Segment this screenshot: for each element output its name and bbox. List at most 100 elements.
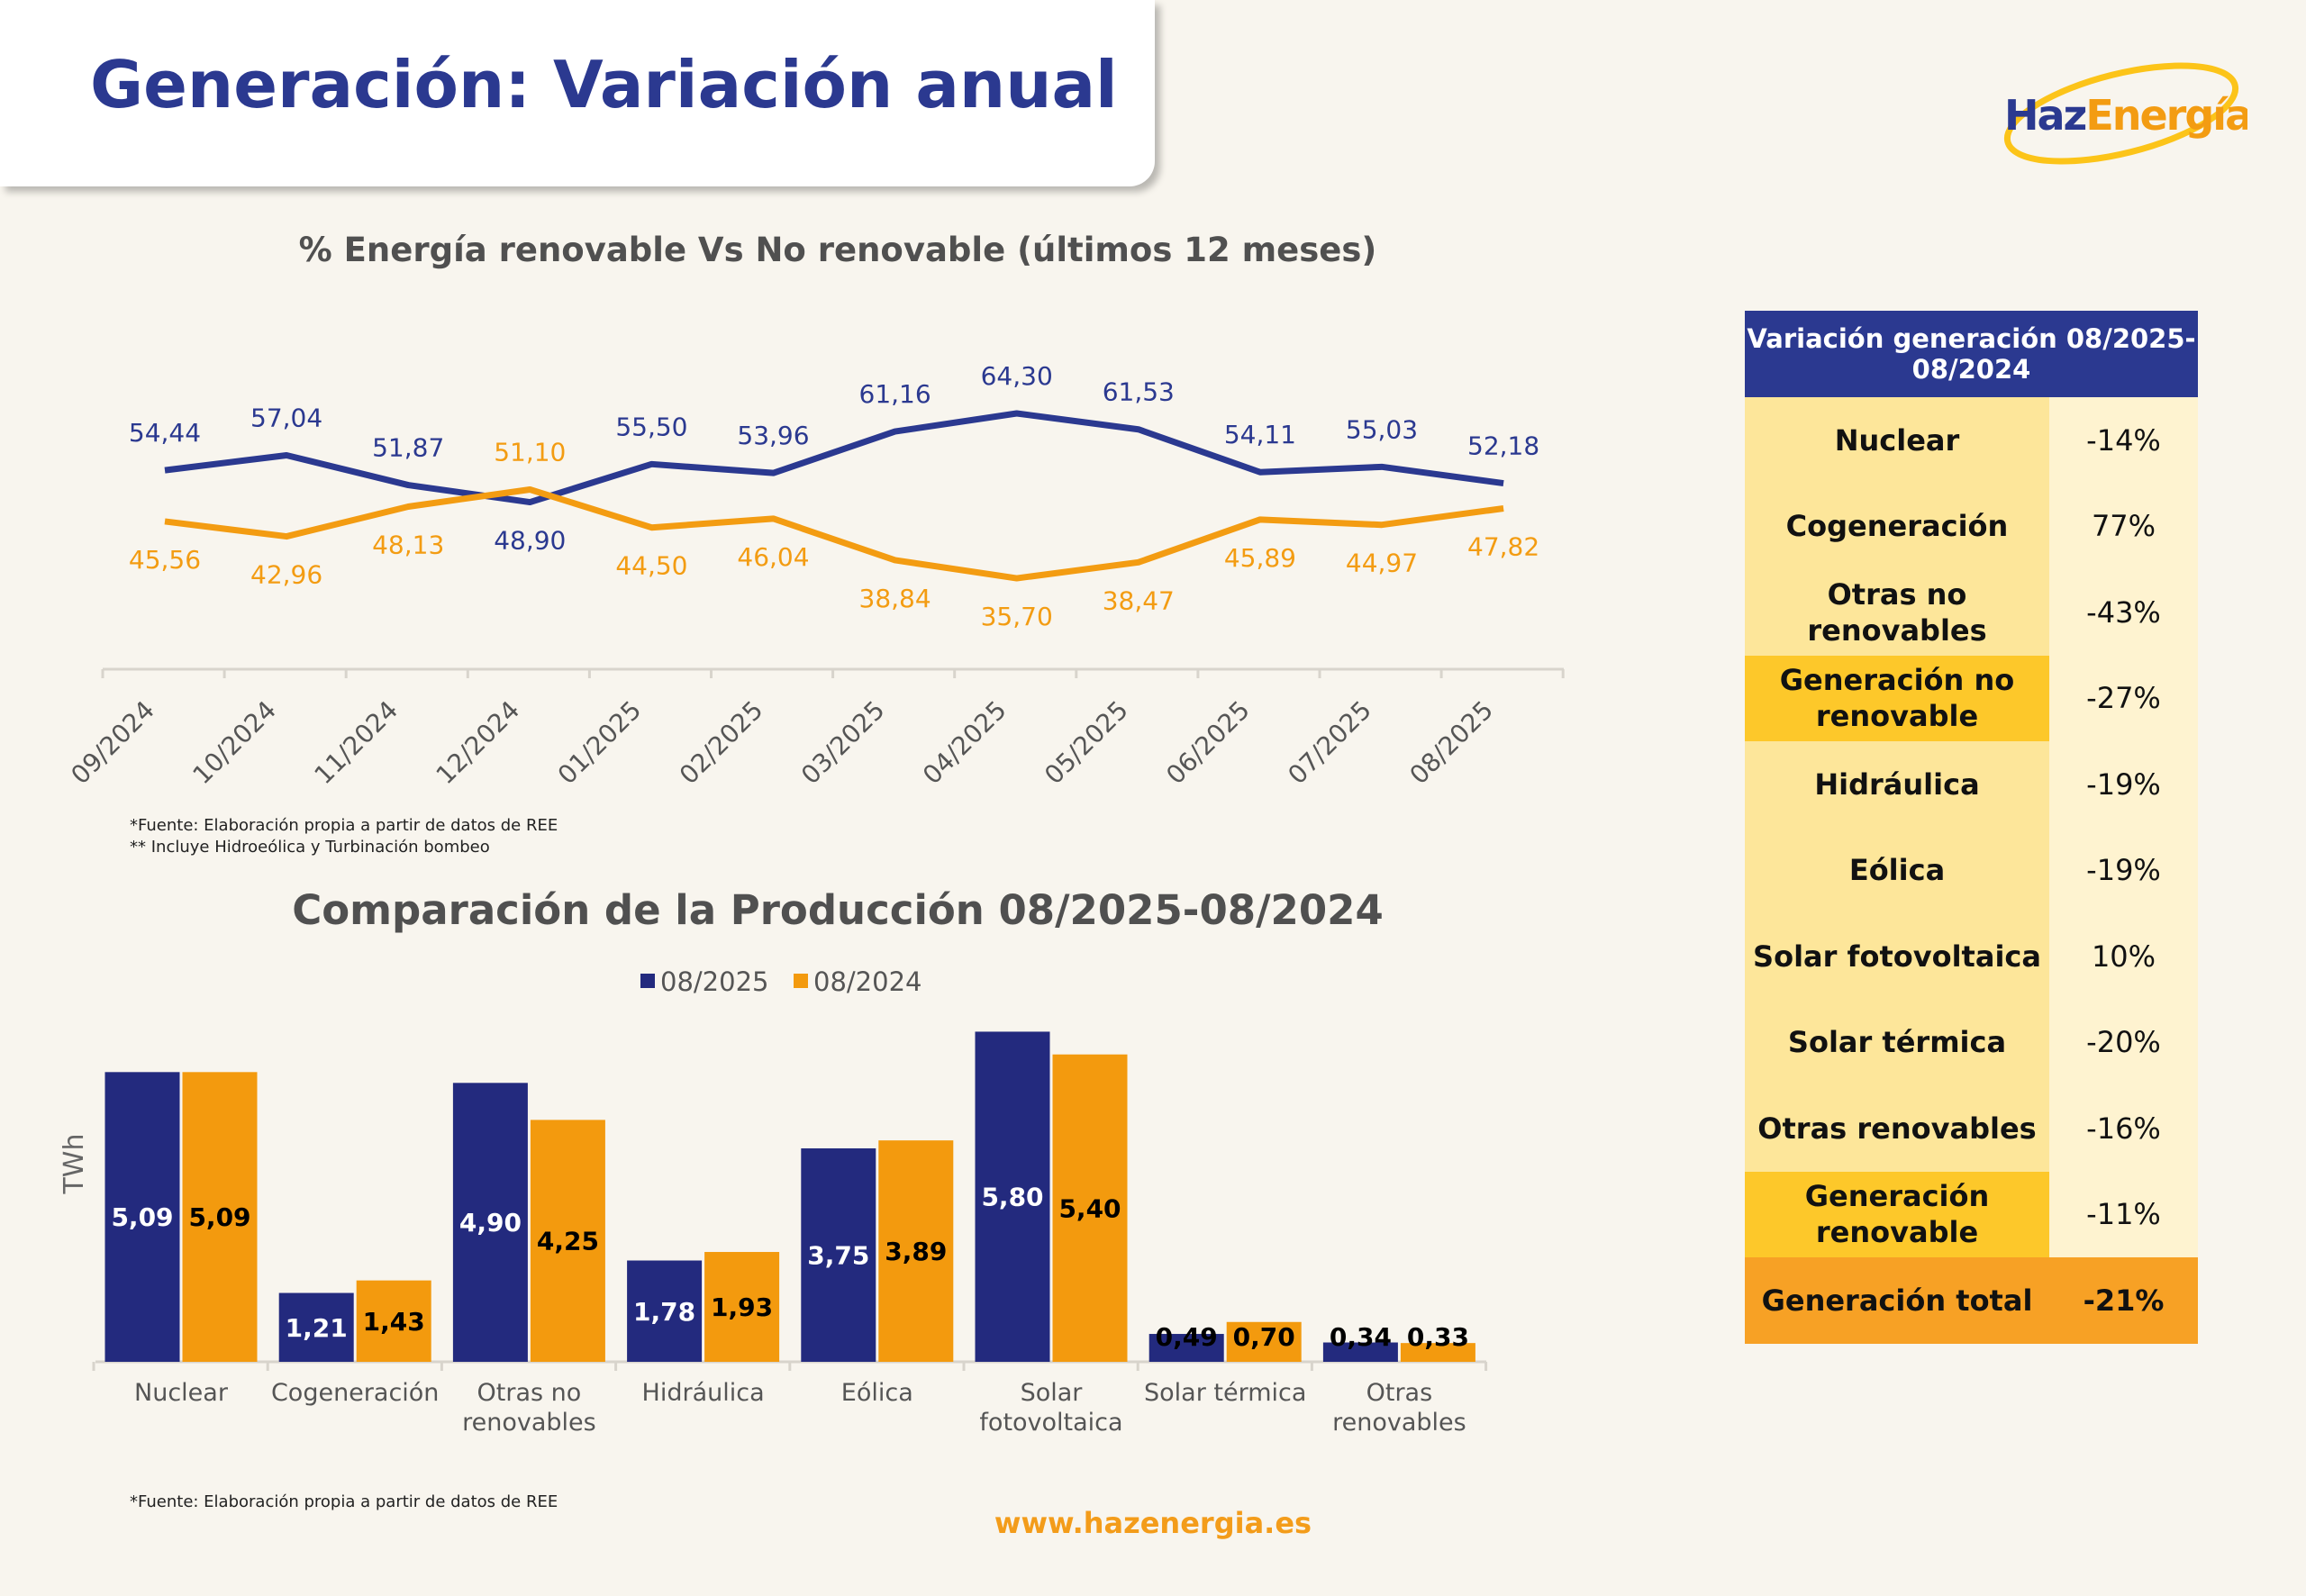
table-row-value: -14% — [2049, 397, 2198, 484]
bar-category-label: Cogeneración — [271, 1379, 439, 1407]
line-chart-title: % Energía renovable Vs No renovable (últ… — [298, 231, 1377, 269]
table-row: Hidráulica -19% — [1745, 741, 2198, 828]
table-row-label: Otras no renovables — [1745, 569, 2049, 656]
line-data-label: 44,97 — [1346, 549, 1418, 578]
bar-08-2024 — [530, 1120, 605, 1362]
table-row: Eólica -19% — [1745, 827, 2198, 913]
title-card: Generación: Variación anual — [0, 0, 1155, 186]
line-x-tick-label: 03/2025 — [795, 695, 891, 791]
table-row: Generación no renovable -27% — [1745, 655, 2198, 741]
bar-08-2025 — [1148, 1334, 1224, 1362]
table-row-value: 77% — [2049, 483, 2198, 569]
line-x-tick-label: 09/2024 — [65, 695, 160, 791]
line-x-tick-label: 07/2025 — [1282, 695, 1377, 791]
bar-08-2024 — [878, 1140, 954, 1362]
bar-chart-title: Comparación de la Producción 08/2025-08/… — [292, 886, 1384, 934]
bar-category-label: Nuclear — [134, 1379, 229, 1407]
line-data-label: 45,56 — [129, 545, 201, 575]
page-title: Generación: Variación anual — [90, 47, 1118, 122]
table-row-label: Nuclear — [1745, 397, 2049, 484]
bar-value-label: 0,70 — [1233, 1322, 1295, 1352]
line-data-label: 45,89 — [1224, 543, 1296, 573]
line-data-label: 46,04 — [737, 542, 809, 572]
table-row-label: Generación no renovable — [1745, 655, 2049, 741]
bar-08-2024 — [182, 1072, 258, 1362]
bar-08-2025 — [452, 1083, 528, 1362]
table-row-label: Cogeneración — [1745, 483, 2049, 569]
table-row-label: Solar térmica — [1745, 999, 2049, 1085]
line-x-tick-label: 12/2024 — [431, 695, 526, 791]
line-x-tick-label: 05/2025 — [1039, 695, 1134, 791]
bar-value-label: 4,25 — [537, 1227, 599, 1256]
svg-text:HazEnergía: HazEnergía — [2004, 91, 2247, 140]
bar-value-label: 0,49 — [1156, 1322, 1218, 1352]
bar-value-label: 5,80 — [981, 1183, 1043, 1212]
line-data-label: 48,90 — [494, 526, 566, 556]
bar-value-label: 5,40 — [1058, 1193, 1121, 1223]
table-row-value: -16% — [2049, 1085, 2198, 1172]
table-row-value: -27% — [2049, 655, 2198, 741]
table-row: Nuclear -14% — [1745, 397, 2198, 484]
website-link[interactable]: www.hazenergia.es — [994, 1506, 1312, 1540]
line-data-label: 57,04 — [250, 403, 322, 432]
bar-08-2025 — [278, 1292, 354, 1362]
line-data-label: 55,50 — [615, 412, 687, 441]
table-row-label: Otras renovables — [1745, 1085, 2049, 1172]
variation-table-header: Variación generación 08/2025-08/2024 — [1745, 311, 2198, 397]
line-chart-footnote-source: *Fuente: Elaboración propia a partir de … — [130, 816, 558, 835]
bar-08-2025 — [627, 1260, 703, 1362]
bar-value-label: 0,34 — [1330, 1322, 1392, 1352]
line-data-label: 61,53 — [1103, 377, 1175, 407]
table-row-label: Generación renovable — [1745, 1171, 2049, 1257]
table-row-value: 10% — [2049, 913, 2198, 1000]
line-x-tick-label: 06/2025 — [1160, 695, 1256, 791]
bar-category-label: Otras no renovables — [462, 1379, 596, 1437]
bar-value-label: 5,09 — [188, 1202, 250, 1232]
line-x-tick-label: 11/2024 — [309, 695, 404, 791]
legend-swatch — [794, 974, 808, 988]
table-row: Solar térmica -20% — [1745, 999, 2198, 1085]
hazenergia-logo: HazEnergía — [2003, 62, 2247, 165]
table-row: Otras renovables -16% — [1745, 1085, 2198, 1172]
bar-value-label: 0,33 — [1407, 1322, 1469, 1352]
bar-08-2024 — [704, 1252, 780, 1362]
line-x-tick-label: 10/2024 — [186, 695, 282, 791]
bar-08-2024 — [1226, 1321, 1302, 1362]
series-line-renovable — [164, 410, 1504, 506]
table-row: Solar fotovoltaica 10% — [1745, 913, 2198, 1000]
table-row-value: -19% — [2049, 827, 2198, 913]
line-data-label: 51,10 — [494, 437, 566, 467]
line-data-label: 51,87 — [372, 433, 444, 463]
table-row-value: -21% — [2049, 1257, 2198, 1344]
line-data-label: 35,70 — [981, 602, 1053, 631]
table-row: Generación total -21% — [1745, 1257, 2198, 1344]
table-row-label: Eólica — [1745, 827, 2049, 913]
bar-category-label: Hidráulica — [642, 1379, 765, 1407]
line-data-label: 48,13 — [372, 530, 444, 559]
table-row-label: Solar fotovoltaica — [1745, 913, 2049, 1000]
line-x-tick-label: 02/2025 — [674, 695, 769, 791]
line-x-tick-label: 01/2025 — [552, 695, 648, 791]
line-data-label: 38,47 — [1103, 585, 1175, 615]
table-row-value: -20% — [2049, 999, 2198, 1085]
line-data-label: 52,18 — [1467, 431, 1539, 461]
table-row-value: -43% — [2049, 569, 2198, 656]
bar-08-2025 — [975, 1031, 1050, 1362]
table-row-label: Generación total — [1745, 1257, 2049, 1344]
bar-08-2025 — [104, 1072, 180, 1362]
legend-label: 08/2025 — [660, 966, 768, 997]
bar-08-2024 — [1400, 1343, 1475, 1362]
variation-table: Variación generación 08/2025-08/2024 Nuc… — [1745, 311, 2198, 1344]
line-x-tick-label: 04/2025 — [917, 695, 1012, 791]
line-data-label: 55,03 — [1346, 414, 1418, 444]
table-row: Cogeneración 77% — [1745, 483, 2198, 569]
bar-chart-footnote: *Fuente: Elaboración propia a partir de … — [130, 1492, 558, 1511]
line-data-label: 38,84 — [859, 584, 931, 613]
bar-08-2024 — [356, 1280, 431, 1362]
line-chart-footnote-hydro: ** Incluye Hidroeólica y Turbinación bom… — [130, 838, 490, 857]
bar-08-2025 — [1322, 1342, 1398, 1362]
bar-value-label: 1,21 — [286, 1313, 348, 1343]
table-row-label: Hidráulica — [1745, 741, 2049, 828]
legend-label: 08/2024 — [813, 966, 921, 997]
